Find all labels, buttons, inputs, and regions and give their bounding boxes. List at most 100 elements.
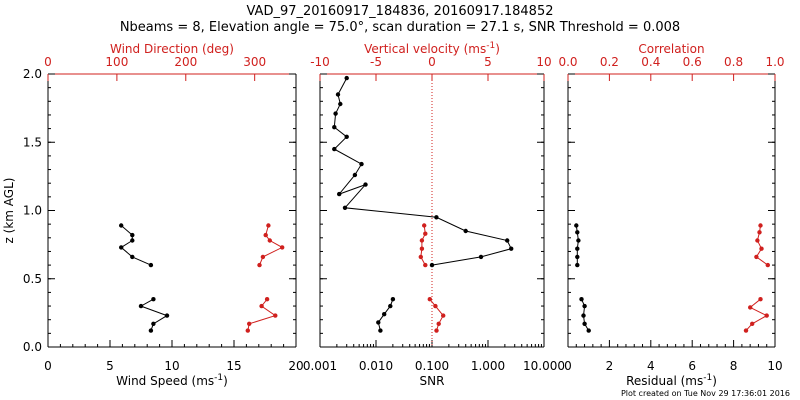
data-point bbox=[245, 328, 250, 333]
x-bottom-tick-label: 0 bbox=[44, 359, 52, 373]
x-top-axis-label-sup: -1 bbox=[486, 41, 495, 51]
data-point bbox=[422, 223, 427, 228]
x-top-axis-label-text: Wind Direction (deg) bbox=[110, 42, 234, 56]
series-line bbox=[333, 77, 512, 266]
data-point bbox=[433, 303, 438, 309]
x-bottom-tick-label: 6 bbox=[688, 359, 696, 373]
x-bottom-axis-label-text: Wind Speed (ms bbox=[116, 374, 214, 388]
data-point bbox=[263, 232, 268, 238]
x-top-axis-label: Vertical velocity (ms-1) bbox=[364, 41, 500, 56]
data-point bbox=[478, 254, 484, 260]
data-point bbox=[337, 191, 342, 197]
data-point bbox=[582, 303, 587, 309]
x-top-axis-label-text: Vertical velocity (ms bbox=[364, 42, 486, 56]
x-bottom-tick-label: 0 bbox=[564, 359, 572, 373]
x-top-axis-label: Correlation bbox=[638, 42, 704, 56]
x-bottom-tick-label: 10 bbox=[164, 359, 179, 373]
data-point bbox=[151, 297, 156, 302]
data-point bbox=[332, 146, 337, 152]
data-point bbox=[575, 230, 580, 235]
x-top-tick-label: 5 bbox=[484, 55, 492, 69]
x-bottom-axis-label-suffix: ) bbox=[223, 374, 228, 388]
data-point bbox=[148, 262, 154, 268]
data-point bbox=[754, 254, 759, 260]
x-top-tick-label: 300 bbox=[243, 55, 266, 69]
data-point bbox=[575, 246, 580, 251]
data-point bbox=[344, 134, 349, 139]
series-line bbox=[120, 225, 152, 266]
x-top-tick-label: 0.0 bbox=[558, 55, 577, 69]
data-point bbox=[436, 321, 441, 326]
y-tick-label: 1.5 bbox=[23, 135, 42, 149]
x-top-axis-label: Wind Direction (deg) bbox=[110, 42, 234, 56]
data-point bbox=[119, 245, 124, 250]
data-point bbox=[419, 246, 425, 251]
x-top-axis-label-suffix: ) bbox=[495, 42, 500, 56]
title-line-2: Nbeams = 8, Elevation angle = 75.0°, sca… bbox=[120, 20, 680, 35]
data-point bbox=[344, 75, 349, 81]
data-point bbox=[423, 262, 428, 268]
data-point bbox=[247, 321, 252, 326]
data-point bbox=[332, 125, 337, 130]
data-point bbox=[260, 254, 266, 260]
data-point bbox=[363, 182, 368, 187]
data-point bbox=[264, 297, 270, 302]
data-point bbox=[758, 297, 763, 302]
x-top-tick-label: 0 bbox=[428, 55, 436, 69]
data-point bbox=[352, 172, 358, 178]
series-line bbox=[259, 225, 284, 266]
series-line bbox=[745, 298, 768, 331]
x-top-tick-label: 0.6 bbox=[683, 55, 702, 69]
data-point bbox=[130, 238, 135, 243]
data-point bbox=[427, 297, 432, 302]
x-top-tick-label: -10 bbox=[310, 55, 330, 69]
data-point bbox=[743, 328, 749, 333]
data-point bbox=[390, 297, 396, 302]
series-line bbox=[420, 225, 426, 266]
data-point bbox=[273, 313, 278, 318]
data-point bbox=[434, 328, 439, 333]
y-tick-label: 2.0 bbox=[23, 67, 42, 81]
data-point bbox=[267, 238, 272, 243]
x-bottom-axis-label: Wind Speed (ms-1) bbox=[116, 373, 228, 388]
data-point bbox=[338, 101, 343, 107]
x-bottom-tick-label: 0.001 bbox=[303, 359, 337, 373]
data-point bbox=[138, 303, 144, 309]
data-point bbox=[441, 313, 446, 318]
x-bottom-tick-label: 20 bbox=[288, 359, 303, 373]
data-point bbox=[757, 230, 762, 235]
x-top-tick-label: 0.8 bbox=[724, 55, 743, 69]
x-bottom-tick-label: 8 bbox=[730, 359, 738, 373]
x-bottom-tick-label: 2 bbox=[606, 359, 614, 373]
data-point bbox=[423, 231, 428, 236]
data-point bbox=[266, 223, 271, 228]
data-point bbox=[388, 303, 393, 309]
x-bottom-axis-label: SNR bbox=[420, 374, 445, 388]
x-top-tick-label: 1.0 bbox=[765, 55, 784, 69]
data-point bbox=[335, 92, 341, 97]
data-point bbox=[463, 228, 468, 234]
x-bottom-tick-label: 4 bbox=[647, 359, 655, 373]
data-point bbox=[509, 246, 514, 251]
x-top-tick-label: 0.4 bbox=[641, 55, 660, 69]
x-bottom-axis-label-suffix: ) bbox=[712, 374, 717, 388]
data-point bbox=[151, 321, 156, 326]
data-point bbox=[765, 262, 770, 268]
data-point bbox=[359, 161, 364, 167]
x-top-tick-label: -5 bbox=[370, 55, 382, 69]
x-bottom-tick-label: 5 bbox=[106, 359, 114, 373]
data-point bbox=[418, 254, 423, 260]
data-point bbox=[148, 328, 154, 333]
data-point bbox=[750, 321, 755, 326]
x-top-tick-label: 0 bbox=[44, 55, 52, 69]
data-point bbox=[755, 238, 760, 243]
x-bottom-tick-label: 10 bbox=[767, 359, 782, 373]
data-point bbox=[505, 238, 510, 243]
x-top-tick-label: 10 bbox=[536, 55, 551, 69]
data-point bbox=[759, 246, 764, 251]
y-tick-label: 0.0 bbox=[23, 340, 42, 354]
x-bottom-axis-label-text: SNR bbox=[420, 374, 445, 388]
x-bottom-axis-label-text: Residual (ms bbox=[626, 374, 703, 388]
